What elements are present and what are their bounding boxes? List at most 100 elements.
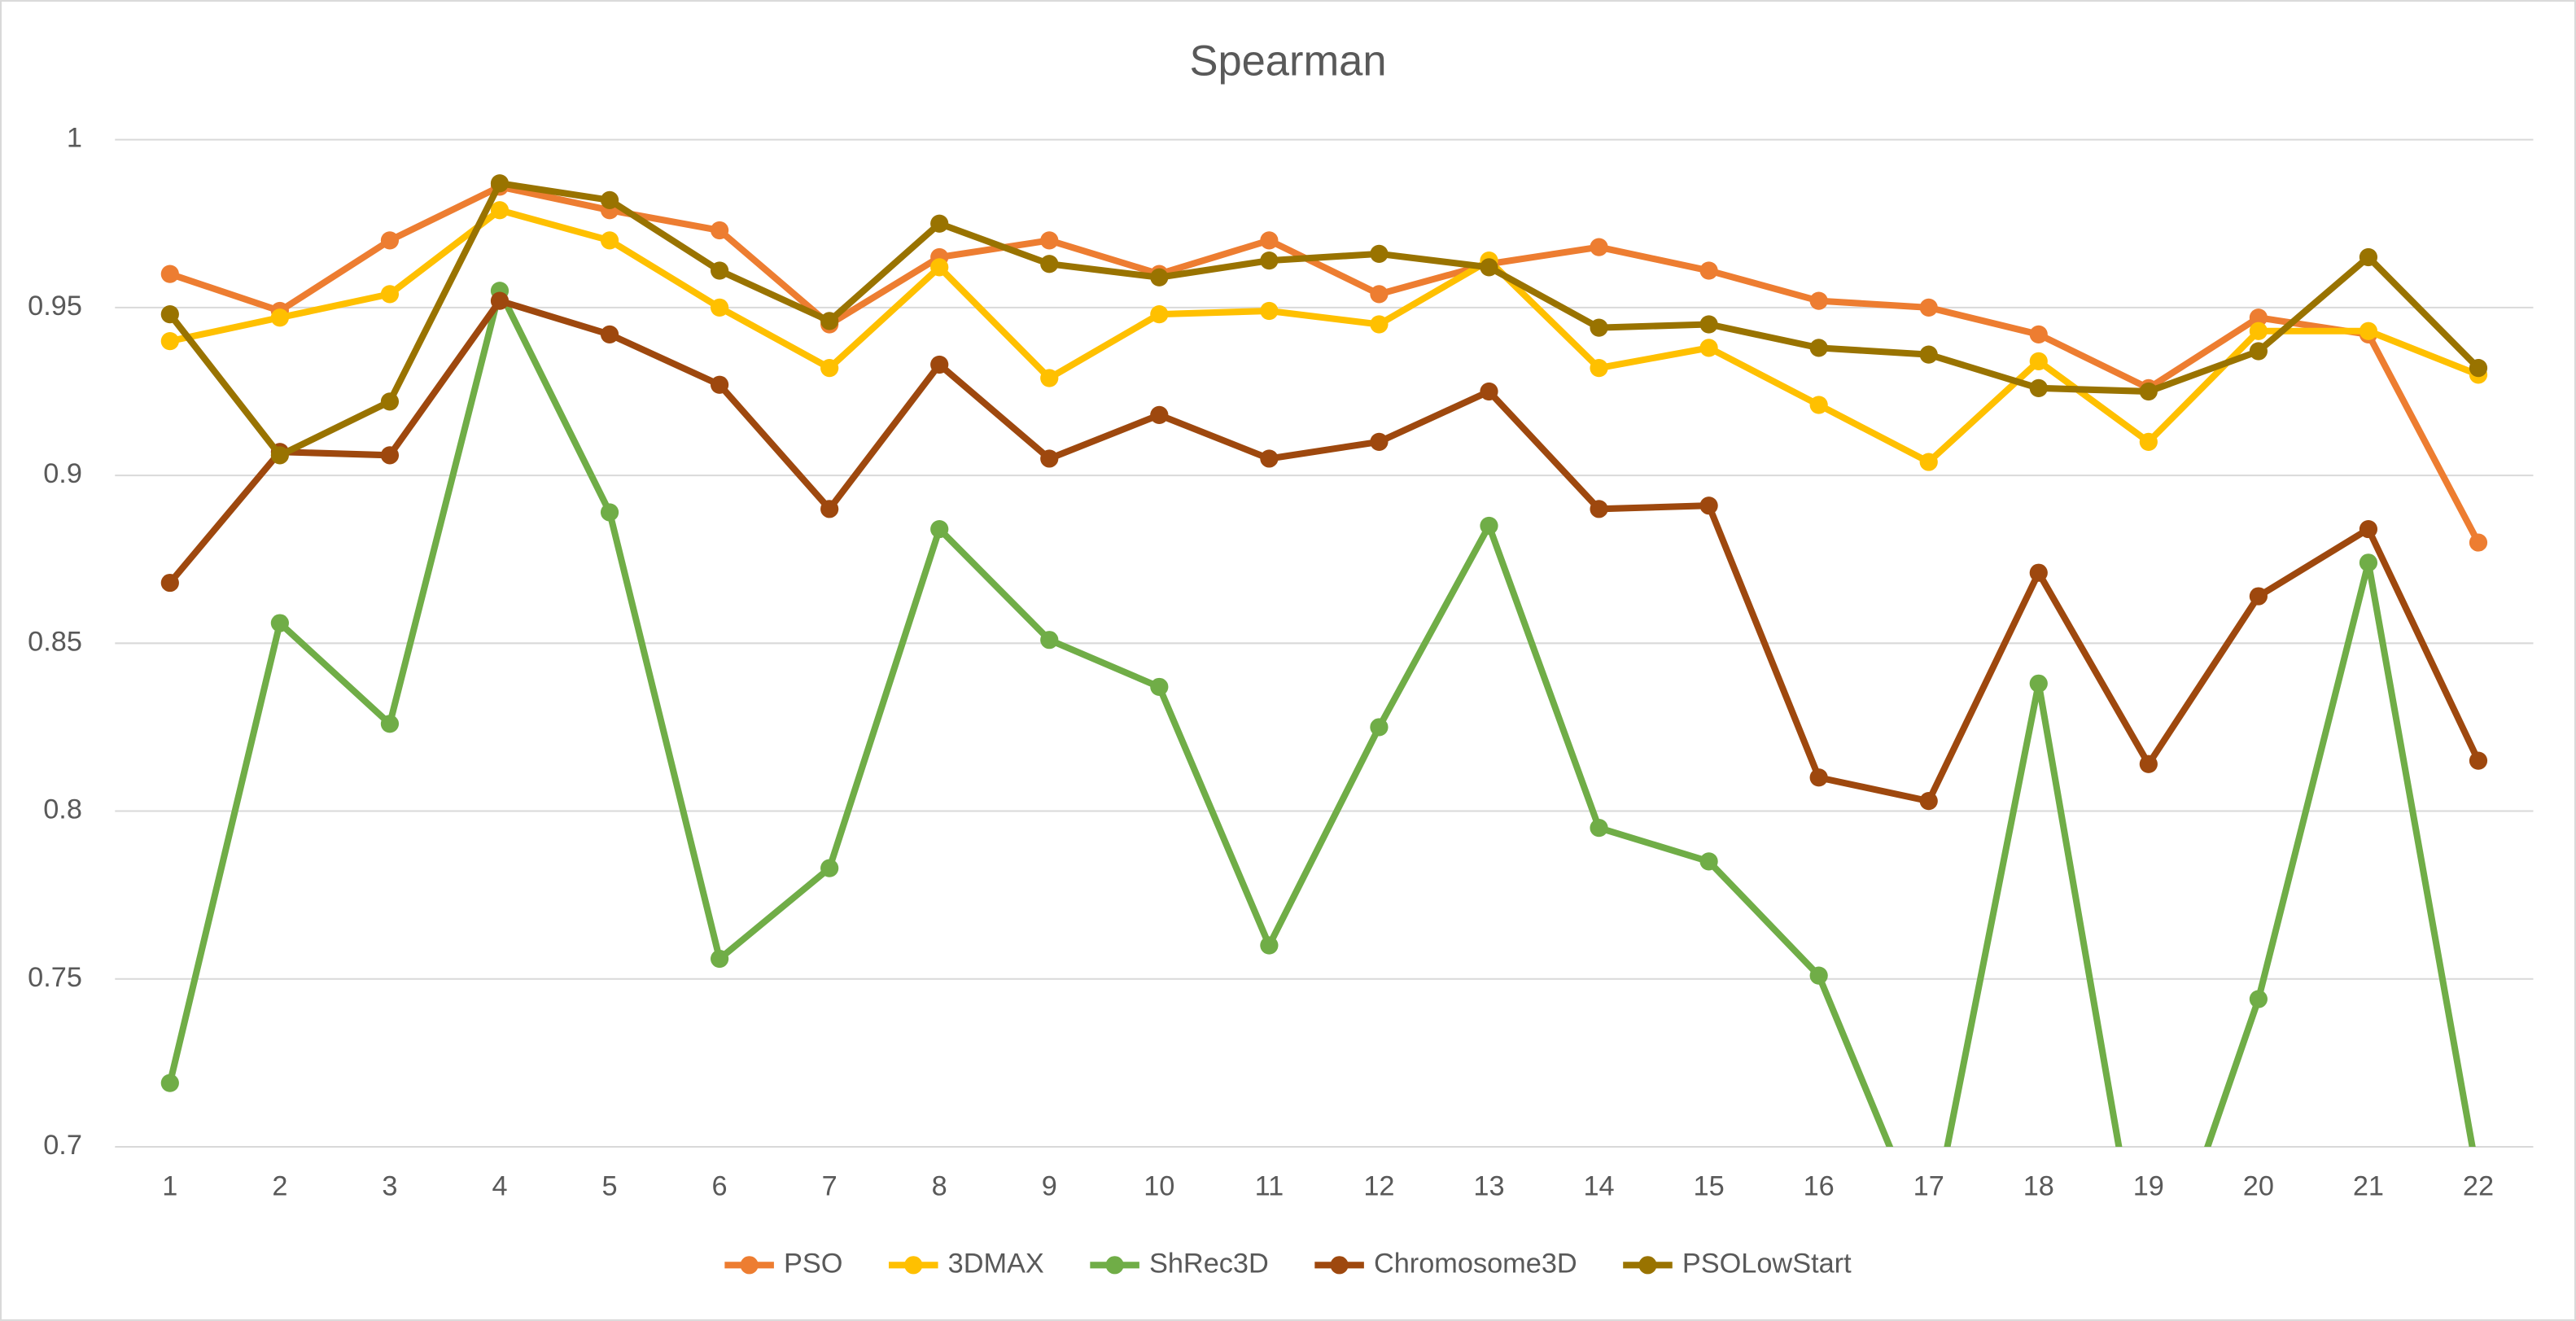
- data-point: [1590, 500, 1608, 518]
- data-point: [600, 503, 619, 522]
- x-tick-label: 5: [602, 1170, 618, 1201]
- x-tick-label: 21: [2353, 1170, 2384, 1201]
- chart-title: Spearman: [1189, 37, 1386, 85]
- data-point: [490, 291, 510, 310]
- data-point: [2249, 308, 2268, 327]
- series-line: [166, 287, 2476, 1147]
- legend-item: ShRec3D: [1090, 1248, 1269, 1279]
- x-tick-label: 1: [162, 1170, 177, 1201]
- data-point: [1040, 631, 1059, 650]
- x-tick-label: 2: [272, 1170, 287, 1201]
- legend-item: 3DMAX: [888, 1248, 1044, 1279]
- data-point: [710, 949, 729, 969]
- y-tick-label: 0.85: [28, 626, 82, 657]
- data-point: [2469, 358, 2488, 378]
- data-point: [1919, 792, 1938, 811]
- y-tick-label: 0.75: [28, 962, 82, 993]
- data-point: [160, 573, 179, 593]
- data-point: [1699, 496, 1718, 515]
- y-tick-label: 0.95: [28, 291, 82, 322]
- data-point: [1040, 231, 1059, 250]
- x-tick-label: 13: [1473, 1170, 1504, 1201]
- data-point: [1590, 318, 1608, 337]
- data-point: [2359, 322, 2378, 340]
- data-point: [490, 174, 510, 193]
- series-line: [168, 207, 2480, 466]
- series-line: [167, 180, 2481, 459]
- data-point: [1370, 244, 1389, 263]
- x-tick-label: 16: [1804, 1170, 1835, 1201]
- data-point: [2139, 755, 2158, 773]
- data-point: [270, 308, 289, 327]
- data-point: [380, 231, 400, 250]
- data-point: [1370, 718, 1389, 737]
- data-point: [930, 519, 949, 539]
- data-point: [1040, 369, 1059, 387]
- data-point: [2249, 587, 2268, 606]
- legend-label: PSOLowStart: [1682, 1248, 1852, 1279]
- legend-marker: [740, 1256, 759, 1275]
- data-point: [2359, 247, 2378, 267]
- data-point: [160, 1074, 179, 1092]
- x-tick-label: 19: [2133, 1170, 2164, 1201]
- data-point: [1370, 285, 1389, 304]
- x-tick-label: 17: [1913, 1170, 1944, 1201]
- data-point: [1260, 231, 1279, 250]
- data-point: [380, 715, 400, 733]
- data-point: [160, 265, 179, 283]
- data-point: [1809, 291, 1828, 310]
- data-point: [1590, 238, 1608, 256]
- data-point: [2139, 382, 2158, 401]
- data-point: [1480, 516, 1498, 536]
- data-point: [930, 214, 949, 233]
- x-tick-label: 3: [382, 1170, 397, 1201]
- data-point: [1150, 268, 1169, 287]
- data-point: [710, 298, 729, 317]
- legend-label: 3DMAX: [948, 1248, 1044, 1279]
- x-tick-label: 7: [822, 1170, 838, 1201]
- y-tick-label: 1: [67, 123, 82, 154]
- legend-item: Chromosome3D: [1314, 1248, 1577, 1279]
- data-point: [160, 332, 179, 351]
- data-point: [820, 859, 839, 877]
- data-point: [930, 355, 949, 374]
- data-point: [2029, 674, 2048, 693]
- data-point: [2029, 563, 2048, 582]
- data-point: [1480, 258, 1498, 277]
- data-point: [1919, 298, 1938, 317]
- data-point: [930, 258, 949, 277]
- data-point: [1590, 819, 1608, 838]
- data-point: [2029, 325, 2048, 343]
- x-tick-label: 22: [2463, 1170, 2494, 1201]
- legend-marker: [1330, 1256, 1349, 1275]
- data-point: [2029, 378, 2048, 397]
- data-point: [1040, 255, 1059, 273]
- x-tick-label: 6: [712, 1170, 728, 1201]
- legend-item: PSO: [724, 1248, 842, 1279]
- data-point: [1150, 305, 1169, 324]
- data-point: [1370, 315, 1389, 334]
- data-point: [820, 358, 839, 378]
- data-point: [2359, 553, 2378, 572]
- legend-label: ShRec3D: [1149, 1248, 1269, 1279]
- data-point: [1919, 453, 1938, 471]
- data-point: [1699, 261, 1718, 280]
- data-point: [1260, 301, 1279, 321]
- x-tick-label: 11: [1255, 1170, 1284, 1201]
- data-point: [270, 614, 289, 632]
- data-point: [2249, 322, 2268, 340]
- series-line: [168, 183, 2482, 545]
- data-point: [1150, 405, 1169, 424]
- data-point: [710, 375, 729, 394]
- x-tick-label: 8: [932, 1170, 947, 1201]
- data-point: [2249, 990, 2268, 1008]
- legend-marker: [904, 1256, 923, 1275]
- x-tick-label: 20: [2243, 1170, 2274, 1201]
- x-tick-label: 15: [1694, 1170, 1725, 1201]
- x-tick-label: 9: [1042, 1170, 1057, 1201]
- legend-item: PSOLowStart: [1623, 1248, 1852, 1279]
- x-tick-label: 12: [1363, 1170, 1394, 1201]
- data-point: [2359, 519, 2378, 539]
